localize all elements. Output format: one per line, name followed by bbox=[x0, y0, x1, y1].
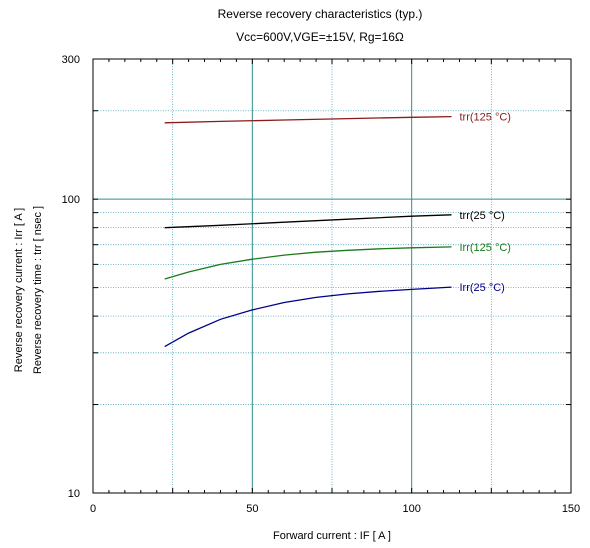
series-line bbox=[164, 246, 452, 280]
x-axis-label: Forward current : IF [ A ] bbox=[273, 530, 391, 542]
x-tick-label: 0 bbox=[90, 503, 96, 515]
series-label: trr(125 °C) bbox=[460, 112, 511, 124]
y-tick-label: 10 bbox=[68, 488, 80, 500]
ticks bbox=[93, 59, 571, 493]
y-axis-label-line-2: Reverse recovery time : trr [ nsec ] bbox=[32, 206, 44, 374]
x-tick-label: 150 bbox=[562, 503, 580, 515]
series-line bbox=[164, 115, 452, 124]
chart-subtitle: Vcc=600V,VGE=±15V, Rg=16Ω bbox=[236, 30, 404, 44]
x-tick-label: 100 bbox=[402, 503, 420, 515]
chart-title: Reverse recovery characteristics (typ.) bbox=[218, 7, 423, 21]
x-tick-label: 50 bbox=[246, 503, 258, 515]
y-tick-label: 300 bbox=[62, 54, 80, 66]
series-label: Irr(125 °C) bbox=[460, 242, 511, 254]
grid bbox=[93, 59, 571, 493]
series-label: Irr(25 °C) bbox=[460, 282, 505, 294]
series-line bbox=[164, 214, 452, 229]
y-axis-label-line-1: Reverse recovery current : Irr [ A ] bbox=[13, 208, 25, 372]
series-line bbox=[164, 286, 452, 348]
y-tick-label: 100 bbox=[62, 194, 80, 206]
series-label: trr(25 °C) bbox=[460, 210, 505, 222]
